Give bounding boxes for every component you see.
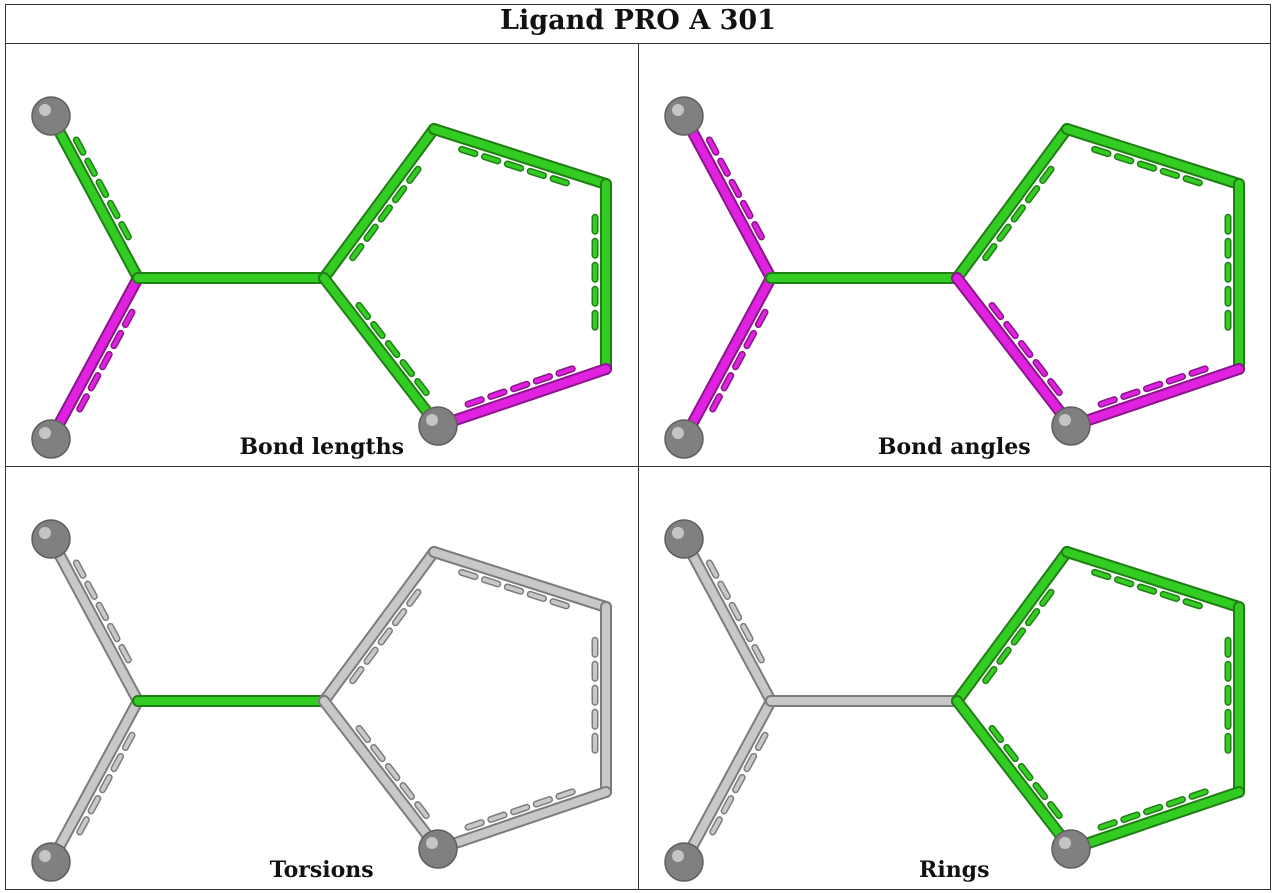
atom-highlight-8 (426, 837, 438, 850)
dashed-bond-7-8 (462, 367, 575, 408)
atom-highlight-8 (1058, 414, 1071, 427)
bond-5-6 (1062, 125, 1243, 189)
atom-highlight-3 (39, 427, 51, 440)
bond-4-5 (320, 125, 438, 283)
panel-bond-angles: Bond angles (637, 43, 1271, 468)
dashed-bond-1-2 (706, 138, 767, 246)
dashed-bond-8-4 (351, 719, 429, 818)
bond-7-8 (434, 365, 610, 431)
molecule-torsions (31, 519, 612, 882)
bond-7-8 (1066, 788, 1243, 854)
dashed-bond-1-2 (74, 561, 135, 669)
atom-sphere-1 (31, 96, 71, 137)
bond-4-5 (320, 548, 438, 706)
bond-5-6 (430, 125, 610, 189)
bond-2-3 (679, 274, 775, 444)
bond-2-3 (47, 274, 142, 444)
dashed-bond-4-5 (350, 583, 426, 683)
bond-8-4 (952, 697, 1075, 854)
bond-7-8 (1066, 365, 1243, 431)
atom-highlight-1 (671, 104, 684, 117)
bond-8-4 (320, 274, 442, 431)
caption-bond-angles: Bond angles (877, 434, 1031, 461)
panel-torsions: Torsions (5, 466, 639, 890)
dashed-bond-7-8 (462, 789, 575, 831)
bond-7-8 (434, 788, 610, 854)
dashed-bond-8-4 (351, 296, 429, 395)
ligand-table: Ligand PRO A 301 Bond lengths Bond angle… (5, 3, 1271, 890)
bond-4-5 (952, 548, 1071, 706)
bond-1-2 (47, 535, 142, 706)
molecule-rings (663, 519, 1245, 882)
molecule-bond-lengths (31, 96, 612, 460)
dashed-bond-1-2 (74, 138, 135, 246)
bond-8-4 (320, 697, 442, 854)
table-title: Ligand PRO A 301 (5, 3, 1271, 45)
bond-1-2 (679, 535, 775, 706)
dashed-bond-5-6 (459, 147, 574, 187)
dashed-bond-1-2 (706, 561, 767, 669)
dashed-bond-5-6 (459, 570, 574, 610)
atom-highlight-1 (671, 527, 684, 540)
bond-4-5 (952, 125, 1071, 283)
dashed-bond-5-6 (1092, 147, 1207, 187)
dashed-bond-4-5 (983, 583, 1058, 683)
dashed-bond-2-3 (706, 310, 767, 418)
panel-rings: Rings (637, 466, 1271, 890)
dashed-bond-4-5 (983, 160, 1058, 261)
bond-2-3 (47, 697, 142, 867)
atom-highlight-1 (39, 527, 51, 540)
atom-highlight-8 (426, 414, 438, 427)
dashed-bond-7-8 (1095, 789, 1207, 831)
bond-1-2 (679, 112, 775, 283)
atom-highlight-8 (1058, 837, 1071, 850)
atom-sphere-1 (31, 519, 71, 559)
atom-highlight-1 (39, 104, 51, 117)
bond-5-6 (1062, 548, 1243, 612)
atom-sphere-1 (663, 96, 704, 137)
atom-highlight-3 (39, 850, 51, 863)
caption-rings: Rings (919, 857, 990, 883)
bond-1-2 (47, 112, 142, 283)
dashed-bond-2-3 (74, 310, 135, 418)
dashed-bond-2-3 (706, 733, 767, 841)
dashed-bond-8-4 (983, 719, 1061, 818)
dashed-bond-7-8 (1095, 367, 1207, 408)
dashed-bond-4-5 (350, 160, 426, 261)
atom-highlight-3 (671, 427, 684, 440)
dashed-bond-8-4 (983, 296, 1061, 395)
molecule-bond-angles (663, 96, 1245, 460)
caption-bond-lengths: Bond lengths (239, 434, 405, 461)
bond-8-4 (952, 274, 1075, 431)
caption-torsions: Torsions (269, 857, 374, 883)
atom-highlight-3 (671, 850, 684, 863)
bond-2-3 (679, 697, 775, 867)
panel-bond-lengths: Bond lengths (5, 43, 639, 468)
dashed-bond-2-3 (74, 733, 135, 841)
dashed-bond-5-6 (1092, 570, 1207, 610)
atom-sphere-1 (663, 519, 704, 559)
bond-5-6 (430, 548, 610, 612)
